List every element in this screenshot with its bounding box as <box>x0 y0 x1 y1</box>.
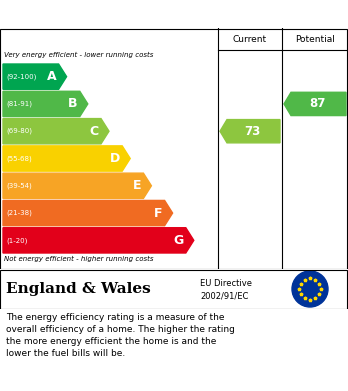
Text: Very energy efficient - lower running costs: Very energy efficient - lower running co… <box>4 52 153 58</box>
Text: B: B <box>68 97 78 110</box>
Text: G: G <box>174 234 184 247</box>
Text: (21-38): (21-38) <box>6 210 32 216</box>
Polygon shape <box>3 173 151 198</box>
Text: (1-20): (1-20) <box>6 237 27 244</box>
Text: Energy Efficiency Rating: Energy Efficiency Rating <box>10 7 202 21</box>
Polygon shape <box>3 201 173 226</box>
Text: (39-54): (39-54) <box>6 183 32 189</box>
Text: D: D <box>110 152 120 165</box>
Polygon shape <box>3 118 109 144</box>
Text: 73: 73 <box>244 125 260 138</box>
Text: F: F <box>154 206 163 220</box>
Polygon shape <box>3 64 66 89</box>
Text: EU Directive: EU Directive <box>200 278 252 287</box>
Text: England & Wales: England & Wales <box>6 282 151 296</box>
Circle shape <box>292 271 328 307</box>
Text: (92-100): (92-100) <box>6 74 37 80</box>
Text: Current: Current <box>233 34 267 43</box>
Text: 87: 87 <box>309 97 325 110</box>
Polygon shape <box>3 146 130 171</box>
Text: Not energy efficient - higher running costs: Not energy efficient - higher running co… <box>4 256 153 262</box>
Polygon shape <box>220 120 280 143</box>
Text: (55-68): (55-68) <box>6 155 32 162</box>
Text: (81-91): (81-91) <box>6 100 32 107</box>
Text: (69-80): (69-80) <box>6 128 32 135</box>
Text: E: E <box>133 179 141 192</box>
Text: A: A <box>47 70 57 83</box>
Text: C: C <box>90 125 99 138</box>
Polygon shape <box>284 92 346 116</box>
Polygon shape <box>3 228 194 253</box>
Text: 2002/91/EC: 2002/91/EC <box>200 292 248 301</box>
Text: Potential: Potential <box>295 34 335 43</box>
Polygon shape <box>3 91 88 117</box>
Text: The energy efficiency rating is a measure of the
overall efficiency of a home. T: The energy efficiency rating is a measur… <box>6 313 235 359</box>
